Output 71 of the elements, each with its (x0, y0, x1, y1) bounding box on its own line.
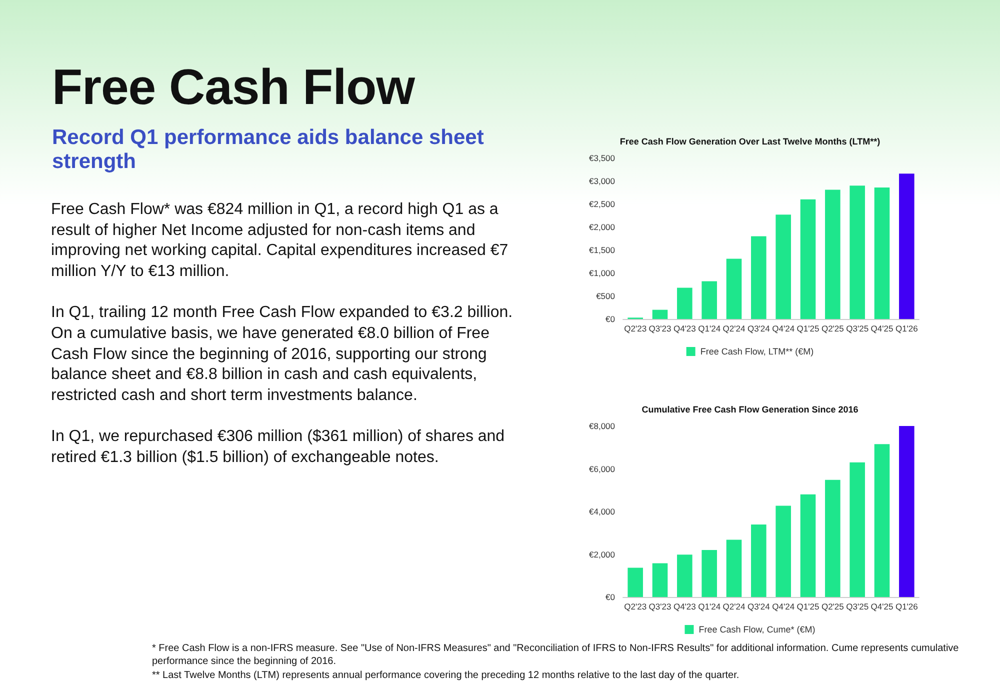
y-tick-label: €500 (596, 291, 616, 301)
y-tick-label: €0 (606, 314, 616, 324)
x-tick-label: Q3'25 (846, 602, 869, 612)
y-tick-label: €2,500 (589, 199, 616, 209)
bar (825, 480, 840, 597)
bar (850, 186, 865, 319)
text: ** Last Twelve Months (LTM) represents annual performance covering the preceding 12 months relative to the last day of the quarter. (152, 669, 740, 682)
y-tick-label: €1,000 (589, 268, 616, 278)
bar (899, 174, 914, 319)
bar (850, 462, 865, 597)
x-tick-label: Q3'23 (648, 602, 672, 612)
bar (726, 540, 742, 597)
x-tick-label: Q1'24 (698, 324, 721, 334)
x-tick-label: Q2'24 (722, 602, 746, 612)
x-tick-label: Q1'25 (796, 602, 820, 612)
chart-title: Cumulative Free Cash Flow Generation Since 2016 (642, 404, 858, 414)
x-tick-label: Q2'25 (821, 324, 844, 334)
x-tick-label: Q1'26 (895, 602, 918, 612)
bar (677, 288, 692, 319)
bar (800, 199, 816, 319)
chart-title: Free Cash Flow Generation Over Last Twelve Months (LTM**) (620, 136, 880, 146)
x-tick-label: Q1'24 (698, 602, 721, 612)
x-tick-label: Q2'24 (722, 324, 746, 334)
x-tick-label: Q2'25 (821, 602, 844, 612)
x-tick-label: Q1'26 (895, 324, 918, 334)
x-tick-label: Q2'23 (624, 324, 647, 334)
x-tick-label: Q4'25 (870, 602, 894, 612)
bar (652, 310, 668, 319)
bar (874, 187, 890, 319)
y-tick-label: €3,500 (589, 153, 616, 163)
bar (702, 281, 717, 319)
bar (899, 426, 914, 597)
bar (702, 550, 717, 597)
bar (751, 236, 766, 319)
y-tick-label: €3,000 (589, 176, 616, 186)
x-tick-label: Q3'24 (747, 602, 770, 612)
x-tick-label: Q2'23 (624, 602, 647, 612)
x-tick-label: Q4'24 (772, 602, 795, 612)
text: Free Cash Flow (52, 58, 415, 116)
bar (800, 494, 816, 597)
x-tick-label: Q4'25 (870, 324, 894, 334)
bar (751, 524, 766, 597)
x-tick-label: Q1'25 (796, 324, 820, 334)
text: In Q1, we repurchased €306 million ($361 million) of shares and retired €1.3 billion ($1.5 billion) of exchangeable notes. (51, 427, 506, 468)
bar (776, 214, 791, 319)
y-tick-label: €0 (606, 592, 616, 602)
x-tick-label: Q4'23 (673, 602, 696, 612)
legend-label: Free Cash Flow, LTM** (€M) (700, 346, 814, 356)
bar (874, 444, 890, 597)
bar (825, 190, 840, 319)
y-tick-label: €2,000 (589, 222, 616, 232)
bar (677, 554, 692, 597)
x-tick-label: Q3'24 (747, 324, 770, 334)
y-tick-label: €2,000 (589, 549, 616, 560)
bar (776, 506, 791, 597)
x-tick-label: Q3'25 (846, 324, 869, 334)
bar (726, 258, 742, 319)
text: In Q1, trailing 12 month Free Cash Flow expanded to €3.2 billion. On a cumulative basis, we have generated €8.0 billion of Free Cash Flow since the beginning of 2016, supporting our strong balance sheet and €8.8 billion in cash and cash equivalents, restricted cash and short term investments balance. (51, 303, 514, 406)
y-tick-label: €8,000 (589, 421, 616, 431)
text: * Free Cash Flow is a non-IFRS measure. See "Use of Non-IFRS Measures" and "Reconciliation of IFRS to Non-IFRS Results" for additional information. Cume represents cumulative performance since the beginning of 2016. (152, 642, 960, 668)
text: Record Q1 performance aids balance sheet strength (52, 126, 485, 174)
bar (628, 568, 643, 597)
x-tick-label: Q4'23 (673, 324, 696, 334)
bar (652, 563, 668, 597)
x-tick-label: Q3'23 (648, 324, 672, 334)
y-tick-label: €1,500 (589, 245, 616, 255)
y-tick-label: €6,000 (589, 464, 616, 474)
y-tick-label: €4,000 (589, 506, 616, 516)
x-tick-label: Q4'24 (772, 324, 795, 334)
text: Free Cash Flow* was €824 million in Q1, a record high Q1 as a result of higher Net Income adjusted for non-cash items and improving net working capital. Capital expenditures increased €7 million Y/Y to €13 million. (51, 200, 510, 282)
legend-label: Free Cash Flow, Cume* (€M) (698, 624, 816, 634)
